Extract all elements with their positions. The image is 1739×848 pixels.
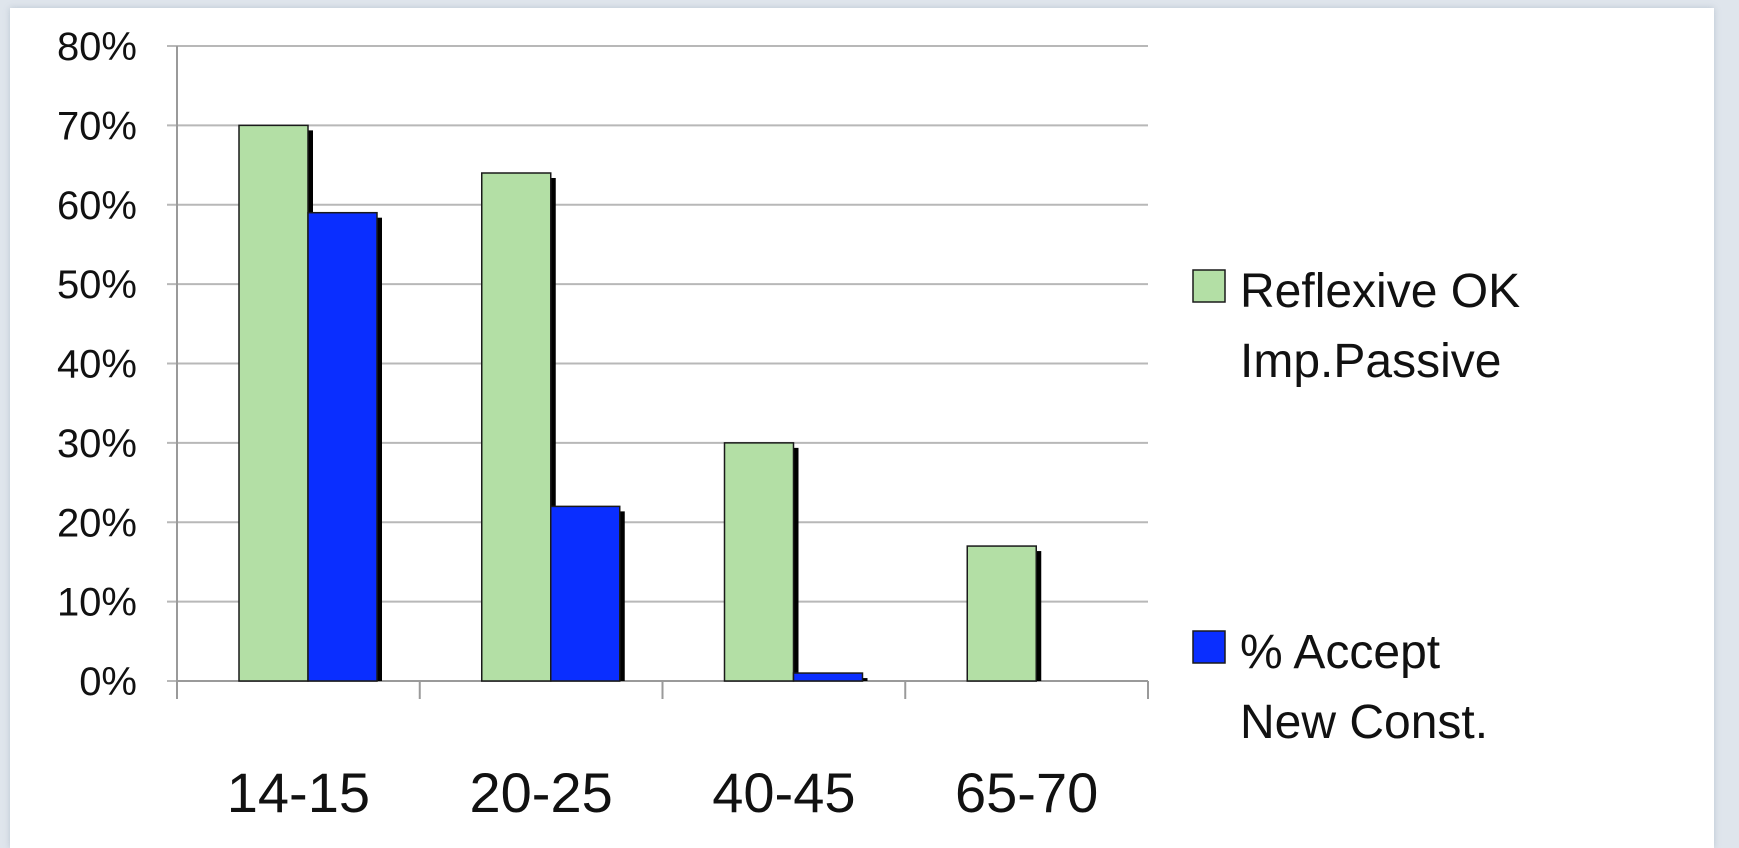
bars — [238, 124, 1111, 687]
bar-accept-40-45 — [792, 672, 864, 682]
x-category-label: 65-70 — [955, 761, 1098, 824]
legend-label: Reflexive OK — [1240, 265, 1520, 318]
x-category-label: 40-45 — [712, 761, 855, 824]
bar-accept-20-25 — [550, 505, 621, 682]
y-tick-label: 50% — [57, 263, 137, 307]
y-tick-label: 70% — [57, 104, 137, 148]
bar-reflexive-65-70 — [966, 545, 1037, 682]
y-tick-label: 30% — [57, 422, 137, 466]
y-tick-label: 60% — [57, 184, 137, 228]
bar-reflexive-14-15 — [238, 124, 309, 682]
chart-frame: 0% 10% 20% 30% 40% 50% 60% 70% 80% 14-15 20-25 40-4… — [10, 8, 1714, 848]
y-tick-label: 40% — [57, 343, 137, 387]
y-tick-label: 20% — [57, 501, 137, 545]
y-tick-label: 10% — [57, 581, 137, 625]
bar-reflexive-40-45 — [723, 442, 795, 682]
legend-swatch — [1192, 630, 1226, 664]
x-category-label: 20-25 — [470, 761, 613, 824]
legend-swatch — [1192, 269, 1226, 303]
bar-chart: 0% 10% 20% 30% 40% 50% 60% 70% 80% 14-15 20-25 40-4… — [57, 25, 1520, 824]
legend: Reflexive OK Imp.Passive % Accept New Const… — [1192, 265, 1520, 749]
legend-label: % Accept — [1240, 626, 1440, 679]
legend-label: New Const. — [1240, 696, 1488, 749]
axis-labels: 0% 10% 20% 30% 40% 50% 60% 70% 80% 14-15 20-25 40-4… — [57, 25, 1098, 824]
y-tick-label: 0% — [79, 660, 137, 704]
x-category-label: 14-15 — [227, 761, 370, 824]
bar-accept-14-15 — [307, 211, 378, 682]
bar-reflexive-20-25 — [481, 172, 552, 682]
y-tick-label: 80% — [57, 25, 137, 69]
legend-label: Imp.Passive — [1240, 335, 1501, 388]
